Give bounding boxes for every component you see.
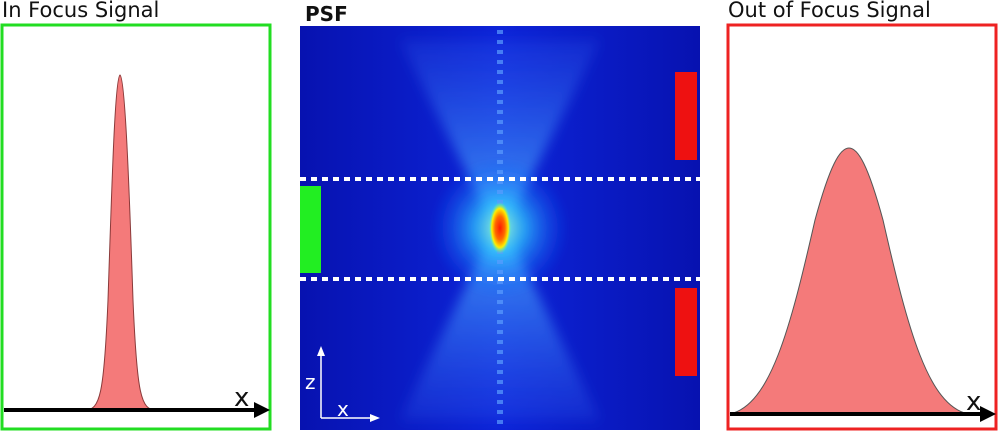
out-of-focus-title: Out of Focus Signal	[728, 0, 931, 22]
out-of-focus-marker-top	[675, 72, 697, 160]
psf-panel	[300, 26, 700, 430]
psf-core	[489, 202, 511, 254]
in-focus-title: In Focus Signal	[2, 0, 160, 22]
out-of-focus-axis-label: x	[966, 387, 981, 417]
out-of-focus-peak	[729, 147, 969, 415]
psf-axes-indicator: z x	[305, 346, 380, 422]
out-of-focus-marker-bottom	[675, 288, 697, 376]
out-of-focus-axis-arrowhead	[980, 406, 996, 422]
in-focus-marker	[300, 186, 321, 273]
in-focus-panel: x	[0, 23, 272, 431]
psf-x-label: x	[337, 397, 349, 421]
psf-z-label: z	[305, 370, 316, 394]
in-focus-axis-label: x	[234, 383, 249, 413]
out-of-focus-panel: x	[726, 23, 998, 431]
in-focus-peak	[84, 74, 157, 411]
in-focus-axis-arrowhead	[254, 402, 270, 418]
psf-title: PSF	[305, 2, 348, 26]
